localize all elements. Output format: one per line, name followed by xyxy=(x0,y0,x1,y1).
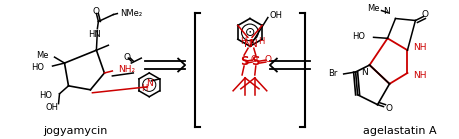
Text: H: H xyxy=(141,84,148,93)
Text: Me: Me xyxy=(36,51,49,60)
Text: N: N xyxy=(250,39,257,49)
Text: agelastatin A: agelastatin A xyxy=(363,126,437,136)
Text: HO: HO xyxy=(39,91,52,100)
Text: H: H xyxy=(240,37,246,46)
Text: O: O xyxy=(422,10,429,19)
Text: NMe₂: NMe₂ xyxy=(120,9,142,18)
Text: NH₂: NH₂ xyxy=(118,65,135,75)
Text: O: O xyxy=(386,104,392,113)
Text: HN: HN xyxy=(88,30,101,39)
Text: O: O xyxy=(251,55,257,64)
Text: jogyamycin: jogyamycin xyxy=(43,126,108,136)
Text: OH: OH xyxy=(45,103,58,112)
Text: H: H xyxy=(258,37,264,46)
Text: O: O xyxy=(264,55,271,64)
Text: NH: NH xyxy=(414,43,427,52)
Text: N: N xyxy=(383,7,390,16)
Text: Br: Br xyxy=(328,70,338,78)
Text: NH: NH xyxy=(414,71,427,80)
Text: O: O xyxy=(93,7,100,16)
Text: N: N xyxy=(244,39,252,49)
Text: S: S xyxy=(252,55,260,68)
Text: Me: Me xyxy=(367,4,380,13)
Text: S: S xyxy=(240,55,248,68)
Text: N: N xyxy=(146,79,153,88)
Text: ⊙: ⊙ xyxy=(245,26,255,39)
Text: HO: HO xyxy=(32,63,45,72)
Text: HO: HO xyxy=(353,32,365,41)
Text: N: N xyxy=(361,69,368,77)
Text: O: O xyxy=(124,53,131,62)
Text: OH: OH xyxy=(270,11,283,20)
